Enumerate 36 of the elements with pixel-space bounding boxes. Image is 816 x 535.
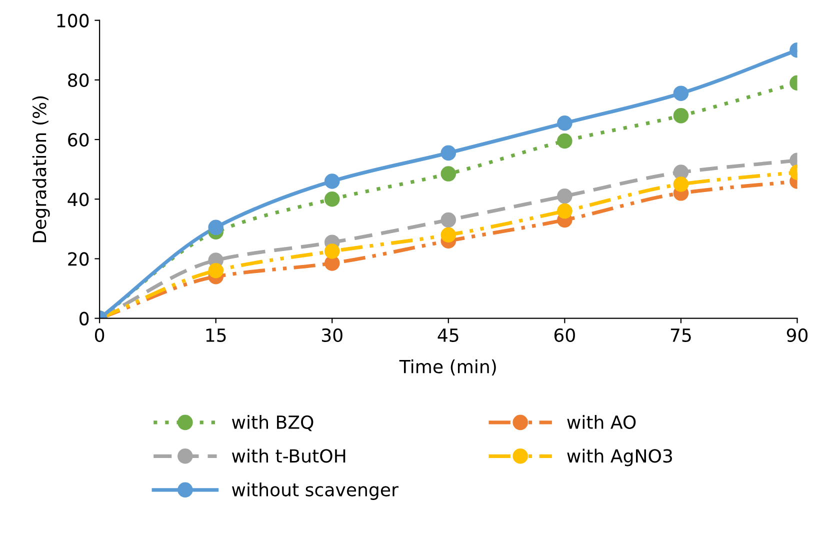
x-tick-label: 30 bbox=[322, 328, 342, 342]
x-tick-label: 45 bbox=[438, 328, 458, 342]
legend-label: with t-ButOH bbox=[232, 448, 346, 463]
point bbox=[208, 220, 224, 236]
x-tick-label: 15 bbox=[206, 328, 226, 342]
point bbox=[557, 133, 572, 149]
point bbox=[557, 203, 572, 219]
point bbox=[208, 263, 224, 278]
x-tick-label: 90 bbox=[786, 328, 808, 342]
x-tick-label: 60 bbox=[554, 328, 575, 342]
y-tick-label: 100 bbox=[57, 14, 89, 28]
x-axis-title: Time (min) bbox=[399, 359, 496, 376]
y-tick-label: 60 bbox=[68, 132, 89, 147]
point bbox=[673, 176, 689, 192]
legend-label: with AgNO3 bbox=[567, 448, 672, 466]
point bbox=[440, 212, 456, 228]
point bbox=[440, 166, 456, 182]
point bbox=[440, 145, 456, 161]
y-axis-title: Degradation (%) bbox=[32, 96, 50, 242]
y-tick-label: 80 bbox=[68, 73, 89, 88]
point bbox=[557, 116, 572, 131]
x-tick-label: 0 bbox=[95, 328, 104, 342]
point bbox=[557, 188, 572, 204]
y-tick-label: 20 bbox=[68, 252, 89, 266]
point bbox=[440, 227, 456, 243]
y-tick-label: 40 bbox=[68, 192, 89, 206]
point bbox=[673, 108, 689, 124]
point bbox=[324, 174, 340, 189]
point bbox=[324, 244, 340, 259]
legend-label: without scavenger bbox=[232, 482, 398, 500]
point bbox=[673, 86, 689, 101]
point bbox=[324, 191, 340, 207]
x-tick-label: 75 bbox=[670, 328, 691, 342]
y-tick-label: 0 bbox=[80, 312, 89, 326]
legend-label: with AO bbox=[567, 415, 636, 430]
legend-label: with BZQ bbox=[232, 415, 314, 432]
